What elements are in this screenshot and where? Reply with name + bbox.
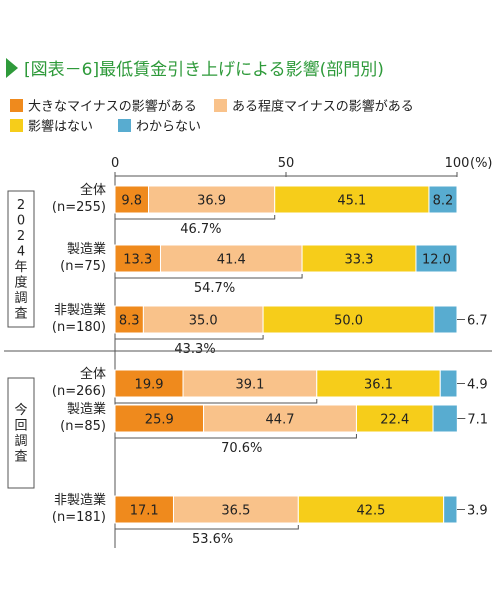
legend-swatch-1 [214, 99, 227, 112]
bar-value-label: 42.5 [357, 504, 386, 519]
x-axis: 0 50 100 (%) [111, 156, 493, 548]
bar-value-label: 7.1 [467, 413, 488, 428]
bar-value-label: 3.9 [467, 504, 488, 519]
bar-value-label: 33.3 [345, 253, 374, 268]
bar-segment [355, 404, 434, 433]
group-label-box [7, 377, 35, 489]
x-tick-label: 0 [111, 156, 119, 171]
title-arrow-icon [6, 58, 18, 78]
total-negative-bracket [114, 215, 276, 220]
bar-segment [114, 244, 161, 273]
bar-value-label: 41.4 [217, 253, 246, 268]
bar-segment [432, 404, 458, 433]
bar-segment [433, 305, 458, 334]
legend-swatch-3 [118, 119, 131, 132]
legend-label-2: 影響はない [28, 119, 93, 135]
row-label-name: 非製造業 [54, 302, 106, 318]
total-negative-label: 53.6% [192, 532, 233, 547]
bar-value-label: 22.4 [380, 413, 409, 428]
bar-value-label: 19.9 [135, 378, 164, 393]
row-label-name: 製造業 [67, 401, 106, 417]
bar-value-label: 36.9 [197, 194, 226, 209]
bar-value-label: 9.8 [121, 194, 142, 209]
bar-segment [182, 369, 318, 398]
bar-segment [114, 369, 184, 398]
bar-segment [114, 495, 174, 524]
row-label-name: 製造業 [67, 241, 106, 257]
total-negative-bracket [114, 399, 318, 404]
bar-segment [301, 244, 417, 273]
legend-swatch-0 [10, 99, 23, 112]
total-negative-bracket [114, 525, 299, 530]
bar-segment [262, 305, 435, 334]
bar-value-label: 4.9 [467, 378, 488, 393]
total-negative-bracket [114, 434, 357, 439]
legend-label-0: 大きなマイナスの影響がある [28, 99, 197, 115]
bar-value-label: 17.1 [130, 504, 159, 519]
bar-segment [274, 185, 430, 214]
bar-value-label: 8.2 [433, 194, 454, 209]
total-negative-label: 43.3% [174, 342, 215, 357]
bar-segment [316, 369, 441, 398]
bars: 9.8 36.9 45.1 8.2 46.7% 13.3 41.4 33.3 12.0 54.7%… [114, 185, 488, 547]
bar-value-label: 45.1 [337, 194, 366, 209]
bar-value-label: 36.5 [221, 504, 250, 519]
total-negative-bracket [114, 274, 303, 279]
bar-value-label: 12.0 [422, 253, 451, 268]
row-label-n: (n=85) [60, 419, 106, 434]
bar-segment [148, 185, 276, 214]
bar-value-label: 50.0 [334, 314, 363, 329]
total-negative-label: 70.6% [221, 441, 262, 456]
bar-segment [439, 369, 458, 398]
row-label-name: 全体 [80, 366, 106, 382]
bar-value-label: 6.7 [467, 314, 488, 329]
bar-value-label: 13.3 [123, 253, 152, 268]
x-unit-label: (%) [470, 156, 493, 171]
row-label-n: (n=75) [60, 259, 106, 274]
bar-segment [114, 305, 144, 334]
row-label-name: 全体 [80, 182, 106, 198]
bar-value-label: 8.3 [119, 314, 140, 329]
legend-label-3: わからない [136, 120, 201, 135]
row-label-name: 非製造業 [54, 492, 106, 508]
bar-value-label: 25.9 [145, 413, 174, 428]
group-label: 2 0 2 4 年度調査 [14, 198, 27, 322]
bar-segment [428, 185, 458, 214]
bar-segment [203, 404, 357, 433]
bar-value-label: 39.1 [235, 378, 264, 393]
chart-title: [図表－6]最低賃金引き上げによる影響(部門別) [24, 60, 384, 80]
total-negative-bracket [114, 335, 264, 340]
total-negative-label: 46.7% [180, 222, 221, 237]
bar-value-label: 35.0 [189, 314, 218, 329]
bar-segment [443, 495, 458, 524]
row-labels: 全体 (n=255) 製造業 (n=75) 非製造業 (n=180) 全体 (n=266) 製造… [52, 182, 106, 525]
row-label-n: (n=180) [52, 320, 106, 335]
group-label: 今回調査 [14, 402, 27, 465]
x-tick-label: 50 [278, 156, 295, 171]
x-tick-label: 100 [445, 156, 470, 171]
bar-value-label: 44.7 [266, 413, 295, 428]
bar-segment [172, 495, 299, 524]
bar-value-label: 36.1 [364, 378, 393, 393]
row-label-n: (n=181) [52, 510, 106, 525]
bar-segment [415, 244, 458, 273]
group-label-box [7, 190, 35, 328]
row-label-n: (n=266) [52, 384, 106, 399]
bar-segment [114, 404, 205, 433]
row-label-n: (n=255) [52, 200, 106, 215]
legend-label-1: ある程度マイナスの影響がある [232, 99, 414, 115]
legend-swatch-2 [10, 119, 23, 132]
total-negative-label: 54.7% [194, 281, 235, 296]
